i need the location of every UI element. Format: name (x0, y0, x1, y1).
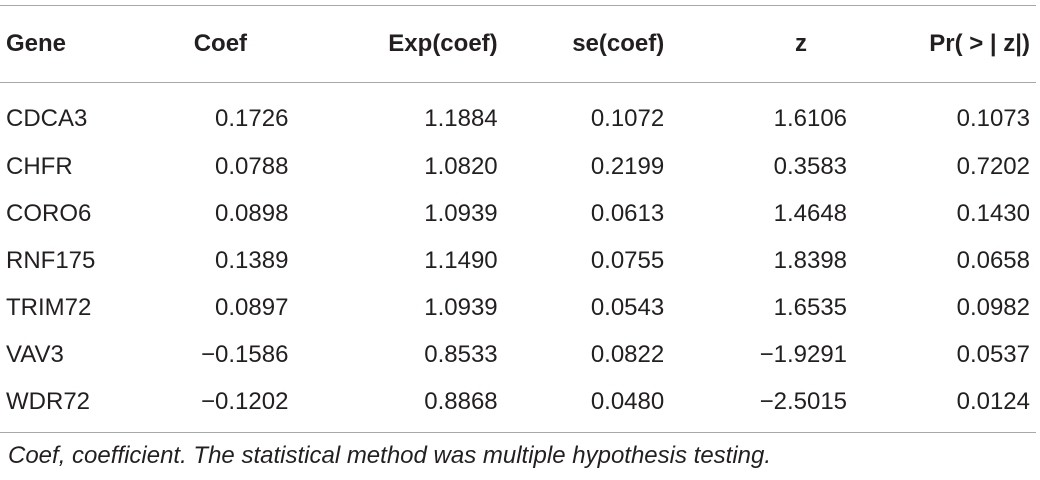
se-coef-cell: 0.0543 (590, 293, 665, 321)
header-exp-coef: Exp(coef) (388, 30, 498, 57)
table-row: TRIM72 0.0897 1.0939 0.0543 1.6535 0.0982 (0, 284, 1036, 331)
se-coef-cell: 0.1072 (590, 104, 665, 132)
p-value-cell: 0.1430 (956, 199, 1030, 227)
header-row: Gene Coef Exp(coef) se(coef) z Pr( > | z… (0, 6, 1036, 82)
gene-cell: WDR72 (6, 387, 91, 415)
coef-cell: 0.0897 (215, 293, 289, 321)
p-value-cell: 0.0537 (956, 340, 1030, 368)
se-coef-cell: 0.0480 (590, 387, 665, 415)
coef-cell: −0.1202 (201, 387, 289, 415)
table-header-rule (0, 82, 1036, 83)
table-row: VAV3 −0.1586 0.8533 0.0822 −1.9291 0.0537 (0, 331, 1036, 378)
exp-coef-cell: 0.8868 (424, 387, 498, 415)
se-coef-cell: 0.2199 (590, 152, 665, 180)
z-cell: 1.4648 (773, 199, 848, 227)
header-gene: Gene (6, 30, 67, 57)
se-coef-cell: 0.0755 (590, 246, 665, 274)
p-value-cell: 0.1073 (956, 104, 1030, 132)
gene-cell: CDCA3 (6, 104, 88, 132)
header-z: z (795, 30, 808, 57)
gene-cell: VAV3 (6, 340, 64, 368)
coef-cell: 0.1389 (215, 246, 289, 274)
gene-cell: TRIM72 (6, 293, 92, 321)
p-value-cell: 0.7202 (956, 152, 1030, 180)
gene-cell: CHFR (6, 152, 73, 180)
coef-cell: −0.1586 (201, 340, 289, 368)
coef-cell: 0.0898 (215, 199, 289, 227)
gene-cell: RNF175 (6, 246, 96, 274)
z-cell: −2.5015 (759, 387, 848, 415)
header-se-coef: se(coef) (572, 30, 665, 57)
se-coef-cell: 0.0613 (590, 199, 665, 227)
table-row: CDCA3 0.1726 1.1884 0.1072 1.6106 0.1073 (0, 82, 1036, 143)
gene-cell: CORO6 (6, 199, 92, 227)
p-value-cell: 0.0658 (956, 246, 1030, 274)
exp-coef-cell: 1.1884 (424, 104, 498, 132)
table-bottom-rule (0, 432, 1036, 433)
header-p-value: Pr( > | z|) (929, 30, 1030, 57)
se-coef-cell: 0.0822 (590, 340, 665, 368)
exp-coef-cell: 0.8533 (424, 340, 498, 368)
table-row: RNF175 0.1389 1.1490 0.0755 1.8398 0.0658 (0, 237, 1036, 284)
z-cell: 1.6106 (773, 104, 848, 132)
z-cell: 0.3583 (773, 152, 848, 180)
p-value-cell: 0.0124 (956, 387, 1030, 415)
exp-coef-cell: 1.0939 (424, 199, 498, 227)
table-row: WDR72 −0.1202 0.8868 0.0480 −2.5015 0.0124 (0, 378, 1036, 425)
table-row: CORO6 0.0898 1.0939 0.0613 1.4648 0.1430 (0, 190, 1036, 237)
table-row: CHFR 0.0788 1.0820 0.2199 0.3583 0.7202 (0, 143, 1036, 190)
z-cell: 1.8398 (773, 246, 848, 274)
cox-regression-table: Gene Coef Exp(coef) se(coef) z Pr( > | z… (0, 6, 1036, 425)
z-cell: 1.6535 (773, 293, 848, 321)
exp-coef-cell: 1.1490 (424, 246, 498, 274)
p-value-cell: 0.0982 (956, 293, 1030, 321)
exp-coef-cell: 1.0820 (424, 152, 498, 180)
exp-coef-cell: 1.0939 (424, 293, 498, 321)
coef-cell: 0.1726 (215, 104, 289, 132)
table-top-rule (0, 5, 1036, 6)
table-footnote: Coef, coefficient. The statistical metho… (8, 442, 772, 469)
z-cell: −1.9291 (759, 340, 848, 368)
header-coef: Coef (193, 30, 248, 57)
coef-cell: 0.0788 (215, 152, 289, 180)
